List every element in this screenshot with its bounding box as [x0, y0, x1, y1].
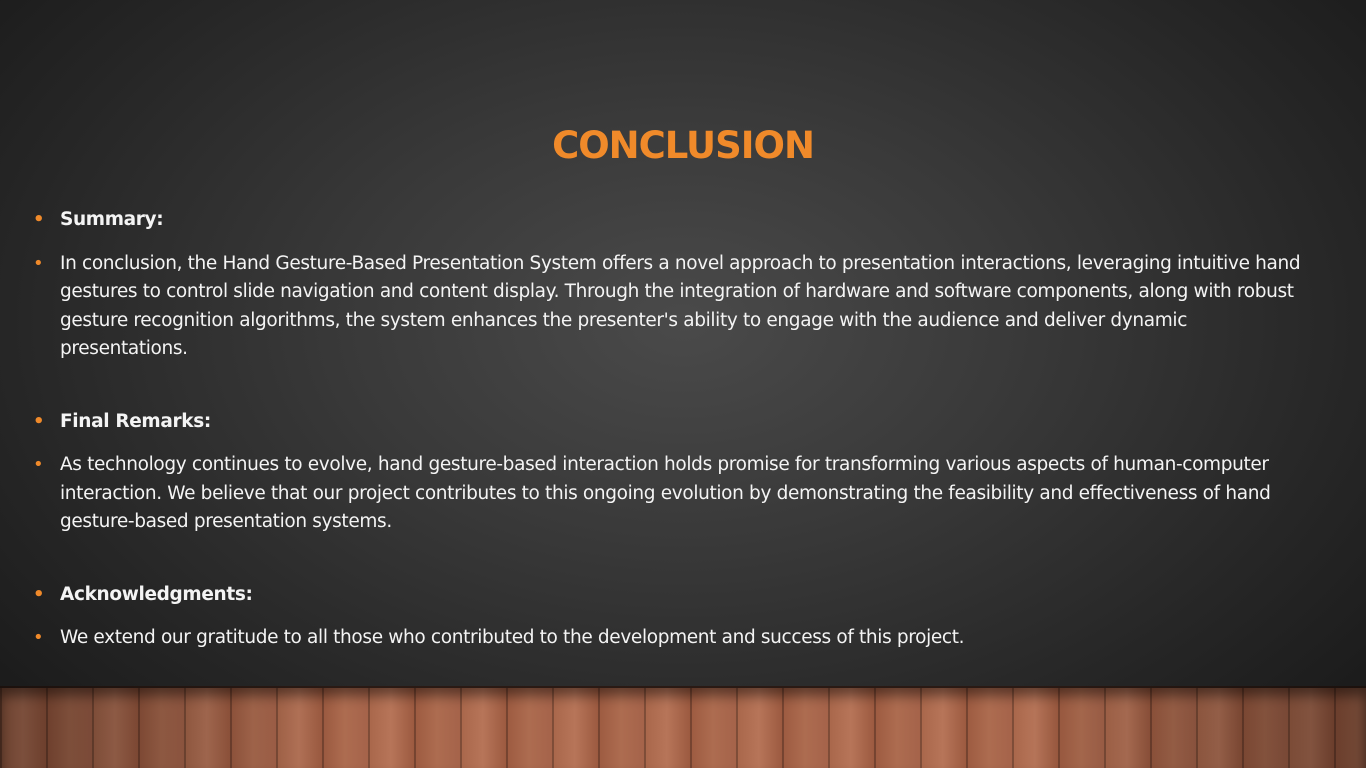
bullet-text: We extend our gratitude to all those who…: [60, 627, 965, 648]
bullet-acknowledgments-heading: • Acknowledgments:: [30, 581, 1315, 610]
bullet-acknowledgments-body: • We extend our gratitude to all those w…: [30, 624, 1315, 653]
wood-floor-decoration: [0, 686, 1366, 768]
bullet-dot-icon: •: [33, 410, 45, 432]
bullet-text: In conclusion, the Hand Gesture-Based Pr…: [60, 252, 1301, 360]
bullet-final-remarks-heading: • Final Remarks:: [30, 408, 1315, 437]
bullet-text: Final Remarks:: [60, 410, 211, 432]
bullet-dot-icon: •: [33, 252, 44, 274]
bullet-dot-icon: •: [33, 209, 45, 230]
wood-floor-shade: [0, 686, 1366, 768]
bullet-text: Summary:: [60, 209, 164, 230]
bullet-summary-body: • In conclusion, the Hand Gesture-Based …: [30, 250, 1315, 364]
bullet-dot-icon: •: [33, 627, 44, 648]
bullet-dot-icon: •: [33, 583, 45, 605]
slide-title: CONCLUSION: [552, 124, 815, 167]
bullet-final-remarks-body: • As technology continues to evolve, han…: [30, 451, 1315, 537]
bullet-text: Acknowledgments:: [60, 583, 253, 605]
bullet-text: As technology continues to evolve, hand …: [60, 454, 1271, 532]
slide-content: • Summary: • In conclusion, the Hand Ges…: [30, 206, 1315, 653]
bullet-summary-heading: • Summary:: [30, 206, 1315, 235]
bullet-dot-icon: •: [33, 454, 44, 475]
